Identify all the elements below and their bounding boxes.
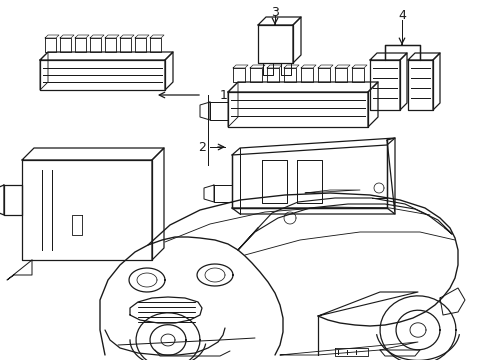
Text: 3: 3 [270, 5, 278, 18]
Text: 1: 1 [220, 89, 227, 102]
Text: 4: 4 [397, 9, 405, 22]
Text: 2: 2 [198, 140, 205, 153]
